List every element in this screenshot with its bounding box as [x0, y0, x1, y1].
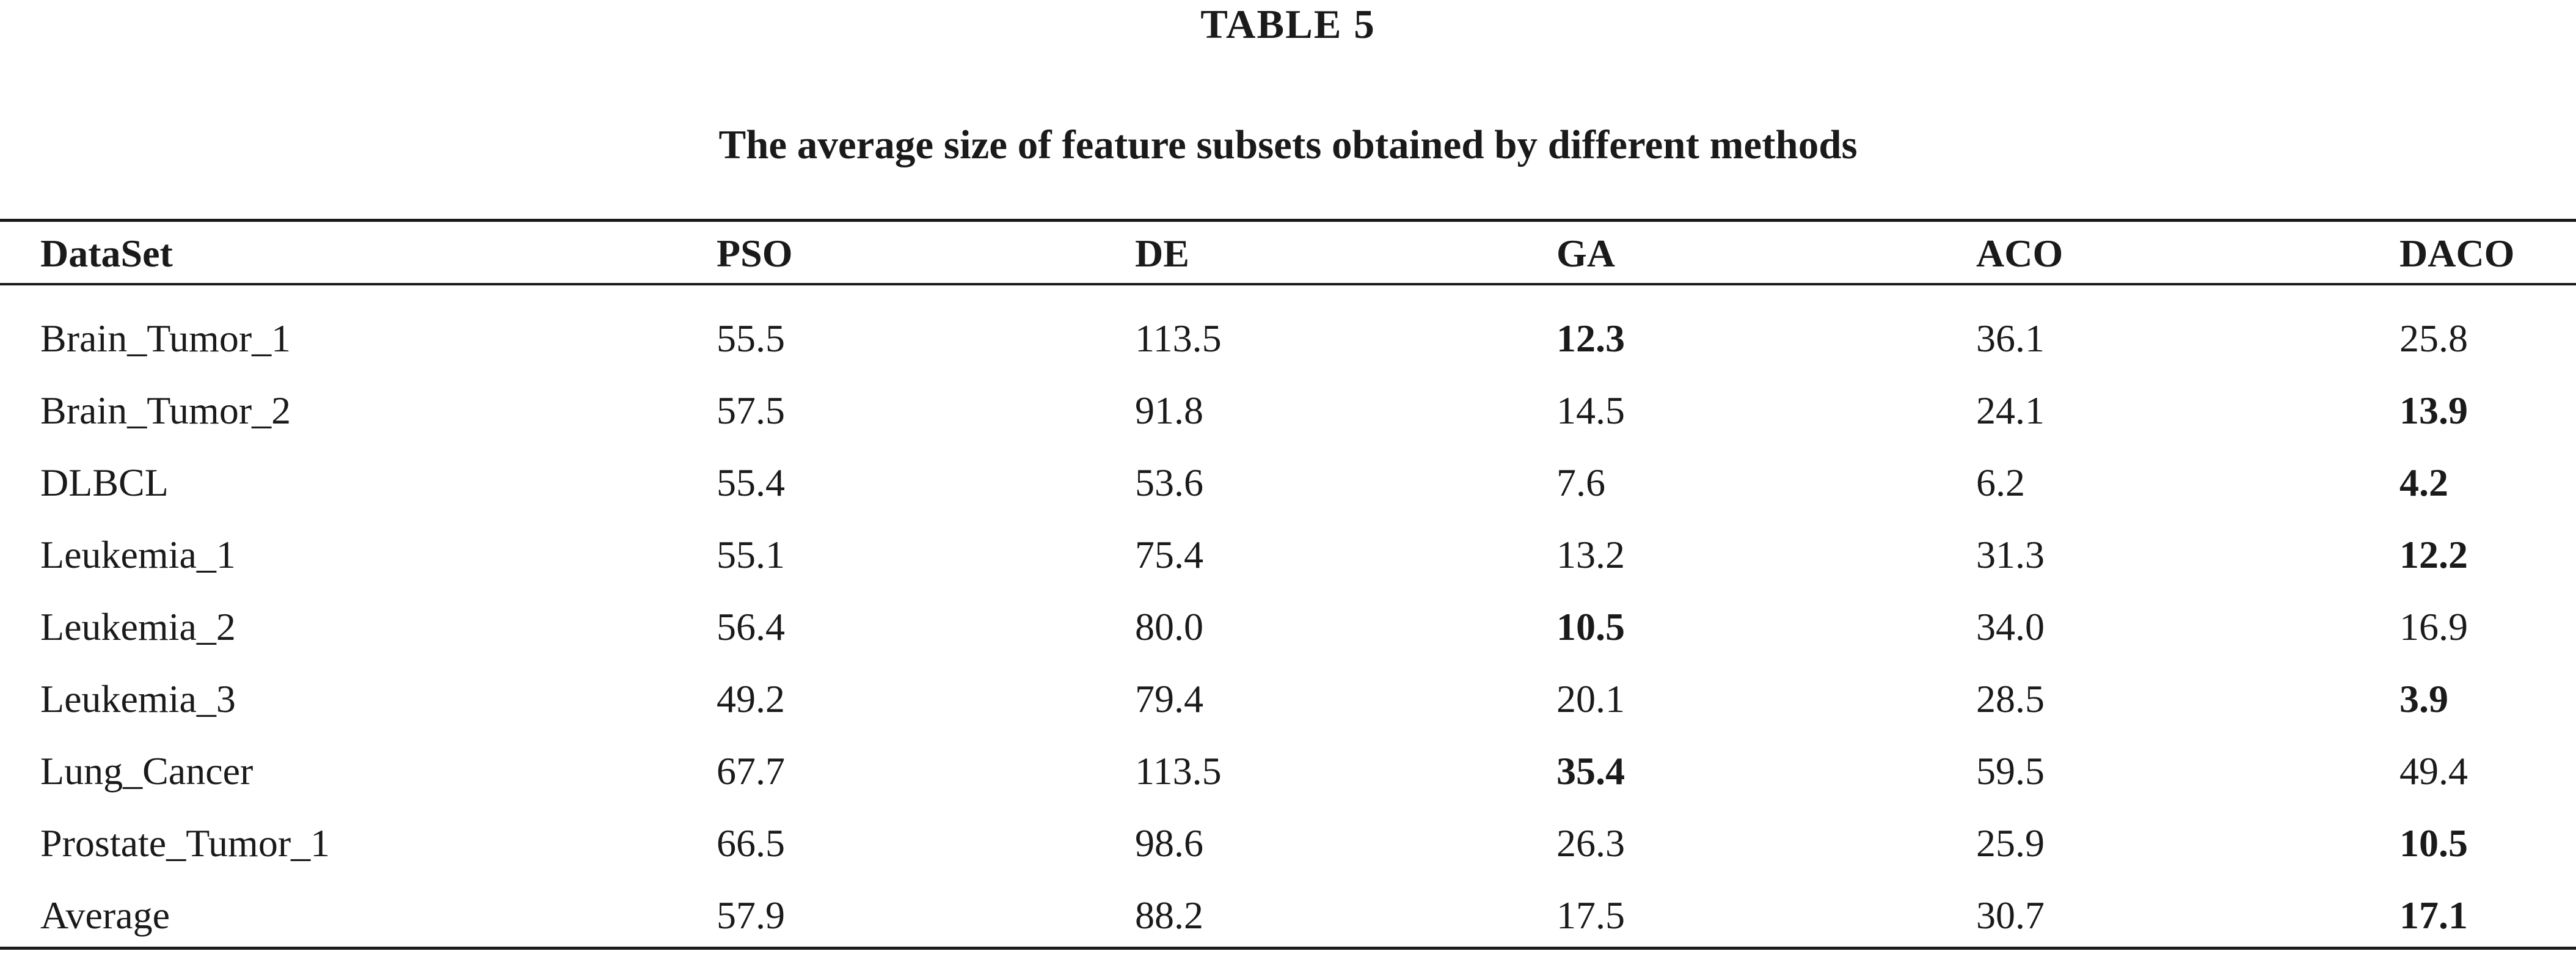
cell-de: 113.5: [1135, 749, 1222, 793]
cell-aco: 59.5: [1976, 749, 2045, 793]
table-row: Average 57.9 88.2 17.5 30.7 17.1: [0, 888, 2576, 943]
cell-pso: 57.9: [717, 893, 785, 937]
cell-de: 53.6: [1135, 461, 1203, 504]
cell-daco: 10.5: [2399, 821, 2468, 865]
table-row: Leukemia_2 56.4 80.0 10.5 34.0 16.9: [0, 600, 2576, 655]
cell-dataset: Leukemia_2: [40, 605, 236, 648]
cell-de: 75.4: [1135, 533, 1203, 576]
header-aco: ACO: [1976, 232, 2063, 275]
cell-daco: 13.9: [2399, 389, 2468, 432]
cell-daco: 12.2: [2399, 533, 2468, 576]
table-row: Leukemia_3 49.2 79.4 20.1 28.5 3.9: [0, 672, 2576, 727]
cell-ga: 35.4: [1556, 749, 1625, 793]
table-caption: The average size of feature subsets obta…: [718, 122, 1858, 167]
cell-ga: 20.1: [1556, 677, 1625, 721]
cell-daco: 4.2: [2399, 461, 2448, 504]
cell-aco: 24.1: [1976, 389, 2045, 432]
cell-daco: 17.1: [2399, 893, 2468, 937]
cell-pso: 55.1: [717, 533, 785, 576]
table-row: Brain_Tumor_1 55.5 113.5 12.3 36.1 25.8: [0, 311, 2576, 366]
cell-dataset: Lung_Cancer: [40, 749, 254, 793]
cell-dataset: Prostate_Tumor_1: [40, 821, 330, 865]
table-row: Leukemia_1 55.1 75.4 13.2 31.3 12.2: [0, 527, 2576, 582]
header-pso: PSO: [717, 232, 793, 275]
cell-de: 79.4: [1135, 677, 1203, 721]
cell-ga: 13.2: [1556, 533, 1625, 576]
cell-pso: 49.2: [717, 677, 785, 721]
table-row: DLBCL 55.4 53.6 7.6 6.2 4.2: [0, 455, 2576, 510]
table-row: Prostate_Tumor_1 66.5 98.6 26.3 25.9 10.…: [0, 816, 2576, 871]
header-rule: [0, 283, 2576, 285]
cell-aco: 34.0: [1976, 605, 2045, 648]
top-rule: [0, 219, 2576, 222]
cell-ga: 12.3: [1556, 317, 1625, 360]
table-row: Brain_Tumor_2 57.5 91.8 14.5 24.1 13.9: [0, 383, 2576, 438]
cell-pso: 55.5: [717, 317, 785, 360]
cell-ga: 14.5: [1556, 389, 1625, 432]
header-dataset: DataSet: [40, 232, 173, 275]
header-ga: GA: [1556, 232, 1615, 275]
table-row: Lung_Cancer 67.7 113.5 35.4 59.5 49.4: [0, 744, 2576, 799]
cell-ga: 10.5: [1556, 605, 1625, 648]
cell-daco: 49.4: [2399, 749, 2468, 793]
cell-pso: 66.5: [717, 821, 785, 865]
cell-daco: 25.8: [2399, 317, 2468, 360]
cell-dataset: Brain_Tumor_2: [40, 389, 291, 432]
cell-pso: 56.4: [717, 605, 785, 648]
header-daco: DACO: [2399, 232, 2515, 275]
header-de: DE: [1135, 232, 1189, 275]
cell-de: 88.2: [1135, 893, 1203, 937]
cell-de: 80.0: [1135, 605, 1203, 648]
cell-aco: 6.2: [1976, 461, 2025, 504]
cell-de: 98.6: [1135, 821, 1203, 865]
cell-dataset: DLBCL: [40, 461, 169, 504]
cell-aco: 31.3: [1976, 533, 2045, 576]
cell-de: 91.8: [1135, 389, 1203, 432]
table-header-row: DataSet PSO DE GA ACO DACO: [0, 226, 2576, 281]
cell-ga: 7.6: [1556, 461, 1605, 504]
cell-daco: 16.9: [2399, 605, 2468, 648]
cell-dataset: Leukemia_1: [40, 533, 236, 576]
cell-pso: 55.4: [717, 461, 785, 504]
table-number: TABLE 5: [1200, 2, 1376, 47]
cell-aco: 25.9: [1976, 821, 2045, 865]
bottom-rule: [0, 947, 2576, 950]
cell-ga: 17.5: [1556, 893, 1625, 937]
cell-dataset: Leukemia_3: [40, 677, 236, 721]
cell-dataset: Average: [40, 893, 170, 937]
cell-daco: 3.9: [2399, 677, 2448, 721]
cell-aco: 36.1: [1976, 317, 2045, 360]
cell-aco: 28.5: [1976, 677, 2045, 721]
cell-ga: 26.3: [1556, 821, 1625, 865]
cell-aco: 30.7: [1976, 893, 2045, 937]
cell-dataset: Brain_Tumor_1: [40, 317, 291, 360]
cell-de: 113.5: [1135, 317, 1222, 360]
cell-pso: 57.5: [717, 389, 785, 432]
cell-pso: 67.7: [717, 749, 785, 793]
